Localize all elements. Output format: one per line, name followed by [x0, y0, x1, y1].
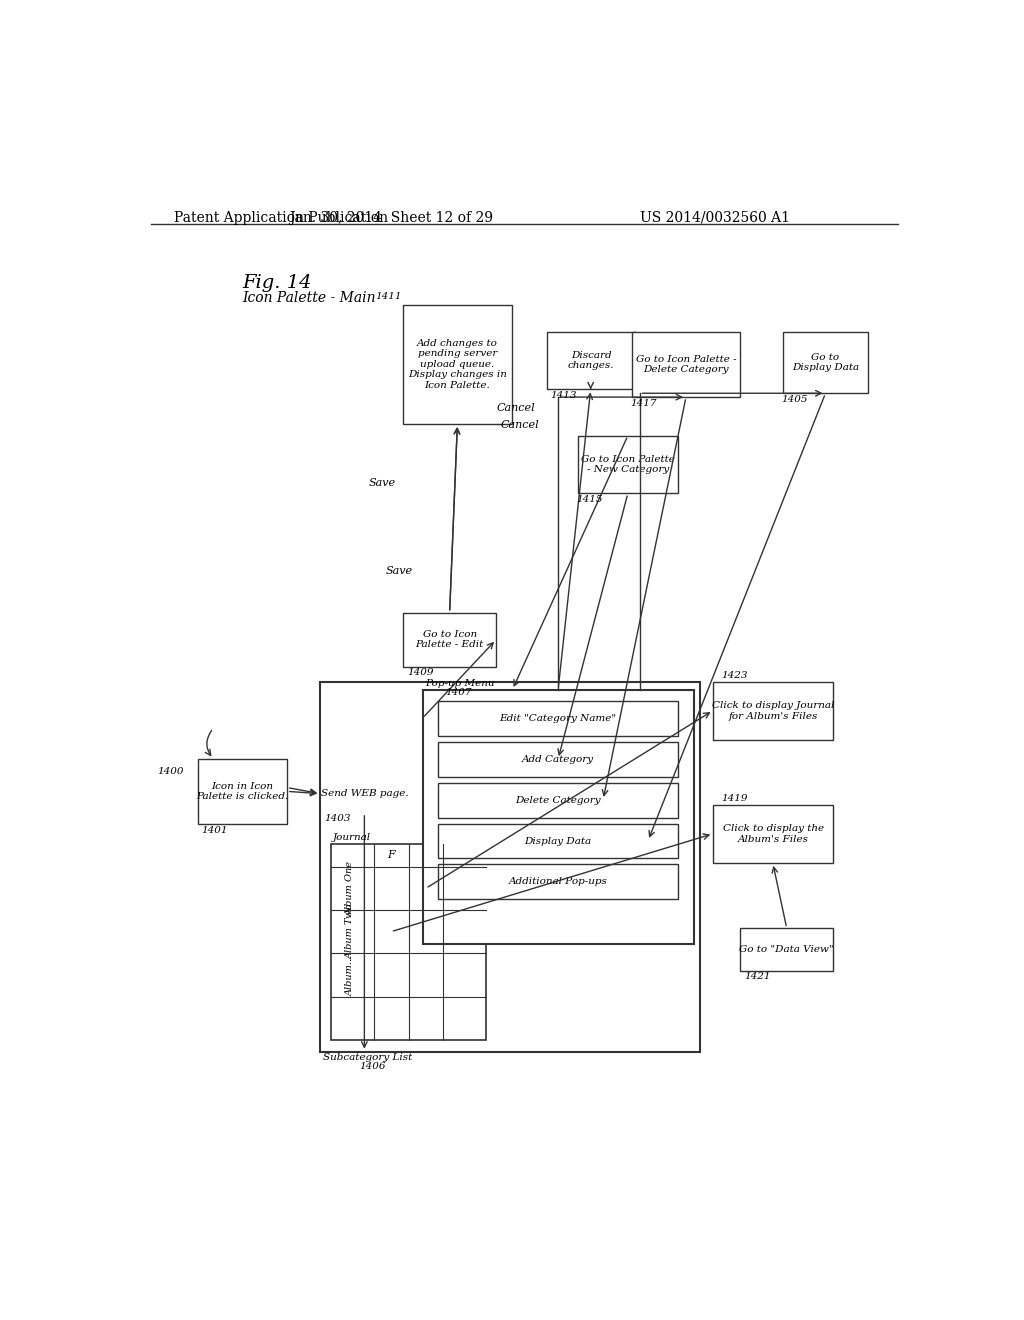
Bar: [713, 682, 834, 739]
Text: 1413: 1413: [550, 391, 577, 400]
Bar: [547, 331, 636, 389]
Bar: [740, 928, 834, 970]
Bar: [578, 436, 678, 494]
Text: Click to display the
Album's Files: Click to display the Album's Files: [723, 825, 823, 843]
Text: Icon Palette - Main: Icon Palette - Main: [243, 290, 376, 305]
Text: 1415: 1415: [575, 495, 602, 504]
Text: 1409: 1409: [407, 668, 433, 677]
Text: Album...: Album...: [346, 954, 355, 995]
Text: J: J: [424, 850, 428, 861]
Text: Save: Save: [386, 566, 413, 577]
Text: 1417: 1417: [630, 399, 656, 408]
Bar: [438, 701, 678, 737]
Bar: [198, 759, 287, 825]
Bar: [438, 824, 678, 858]
Text: Delete Category: Delete Category: [515, 796, 601, 805]
Text: Go to Icon Palette
- New Category: Go to Icon Palette - New Category: [581, 455, 675, 474]
Text: Patent Application Publication: Patent Application Publication: [174, 211, 389, 224]
Text: Additional Pop-ups: Additional Pop-ups: [509, 878, 607, 886]
Bar: [713, 805, 834, 863]
Text: Display Data: Display Data: [524, 837, 592, 846]
Text: Journal: Journal: [333, 833, 371, 842]
Bar: [632, 331, 740, 397]
Text: Go to "Data View": Go to "Data View": [739, 945, 835, 954]
Bar: [783, 331, 868, 393]
Text: Cancel: Cancel: [500, 420, 539, 430]
Text: Click to display Journal
for Album's Files: Click to display Journal for Album's Fil…: [712, 701, 835, 721]
Text: Jan. 30, 2014  Sheet 12 of 29: Jan. 30, 2014 Sheet 12 of 29: [290, 211, 494, 224]
Text: Save: Save: [369, 478, 395, 488]
Bar: [403, 612, 496, 667]
Text: Send WEB page.: Send WEB page.: [321, 789, 409, 799]
Bar: [321, 682, 700, 1052]
Text: US 2014/0032560 A1: US 2014/0032560 A1: [640, 211, 790, 224]
Text: F: F: [387, 850, 395, 861]
Text: Go to
Display Data: Go to Display Data: [792, 352, 859, 372]
Bar: [331, 843, 486, 1040]
Bar: [321, 775, 410, 813]
Text: 1423: 1423: [721, 671, 748, 680]
Text: Add changes to
pending server
upload queue.
Display changes in
Icon Palette.: Add changes to pending server upload que…: [408, 339, 507, 389]
Bar: [423, 689, 693, 944]
Text: 1411: 1411: [375, 293, 401, 301]
Text: Go to Icon
Palette - Edit: Go to Icon Palette - Edit: [416, 630, 483, 649]
Text: Pop-up Menu: Pop-up Menu: [426, 678, 495, 688]
Text: Edit "Category Name": Edit "Category Name": [500, 714, 616, 723]
Text: Album Two: Album Two: [346, 904, 355, 960]
Text: Discard
changes.: Discard changes.: [568, 351, 614, 370]
Text: 1406: 1406: [359, 1063, 385, 1072]
Bar: [403, 305, 512, 424]
Text: 1403: 1403: [324, 814, 350, 824]
Text: Fig. 14: Fig. 14: [243, 275, 312, 292]
Text: Cancel: Cancel: [497, 404, 535, 413]
Text: 1400: 1400: [158, 767, 183, 776]
Text: Go to Icon Palette -
Delete Category: Go to Icon Palette - Delete Category: [636, 355, 736, 374]
Text: Icon in Icon
Palette is clicked.: Icon in Icon Palette is clicked.: [197, 781, 289, 801]
Text: Add Category: Add Category: [522, 755, 594, 764]
Text: Subcategory List: Subcategory List: [324, 1053, 413, 1063]
Bar: [438, 783, 678, 817]
Text: 1407: 1407: [445, 688, 472, 697]
Text: 1401: 1401: [202, 826, 228, 836]
Bar: [438, 742, 678, 776]
Bar: [438, 865, 678, 899]
Text: 1419: 1419: [721, 795, 748, 804]
Text: Album One: Album One: [346, 861, 355, 916]
Text: 1421: 1421: [744, 973, 771, 981]
Text: 1405: 1405: [781, 395, 808, 404]
